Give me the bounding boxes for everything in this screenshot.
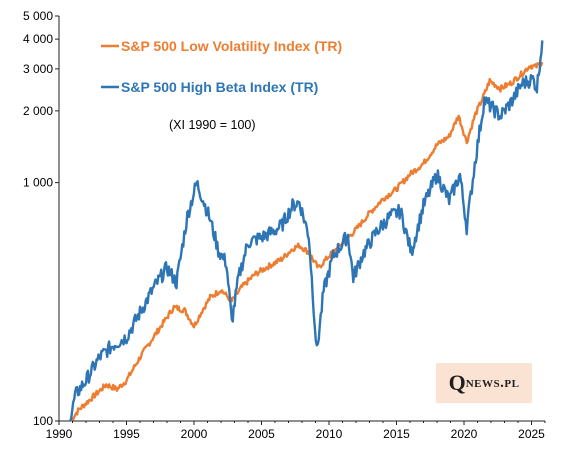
y-axis: 100 1 000 2 000 3 000 4 000 5 000 — [23, 9, 60, 428]
series-line-high-beta — [69, 40, 544, 422]
chart-annotation: (XI 1990 = 100) — [169, 118, 256, 132]
legend-label: S&P 500 High Beta Index (TR) — [121, 79, 318, 95]
y-tick-label: 5 000 — [23, 9, 53, 23]
series-layer — [69, 40, 544, 422]
y-tick-label: 1 000 — [23, 176, 53, 190]
x-tick-label: 2020 — [451, 427, 478, 441]
y-tick-label: 4 000 — [23, 32, 53, 46]
x-tick-label: 2025 — [518, 427, 545, 441]
x-axis: 1990 1995 2000 2005 2010 2015 2020 2025 — [46, 420, 546, 441]
y-tick-label: 2 000 — [23, 104, 53, 118]
y-tick-label: 3 000 — [23, 62, 53, 76]
x-tick-label: 2000 — [181, 427, 208, 441]
x-tick-label: 2015 — [383, 427, 410, 441]
legend-label: S&P 500 Low Volatility Index (TR) — [121, 38, 342, 54]
x-tick-label: 2010 — [316, 427, 343, 441]
legend: S&P 500 Low Volatility Index (TR) S&P 500… — [101, 38, 342, 95]
x-tick-label: 2005 — [248, 427, 275, 441]
x-tick-label: 1995 — [113, 427, 140, 441]
x-tick-label: 1990 — [46, 427, 73, 441]
y-tick-label: 100 — [33, 414, 53, 428]
series-line-low-volatility — [69, 61, 544, 422]
logo-text: news.pl — [465, 374, 520, 391]
logo-letter: Q — [448, 370, 466, 395]
